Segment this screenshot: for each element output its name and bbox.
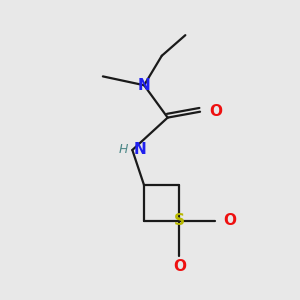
Text: N: N	[138, 78, 151, 93]
Text: O: O	[173, 259, 186, 274]
Text: H: H	[118, 143, 128, 157]
Text: O: O	[224, 213, 237, 228]
Text: S: S	[174, 213, 185, 228]
Text: O: O	[209, 104, 222, 119]
Text: N: N	[134, 142, 147, 158]
